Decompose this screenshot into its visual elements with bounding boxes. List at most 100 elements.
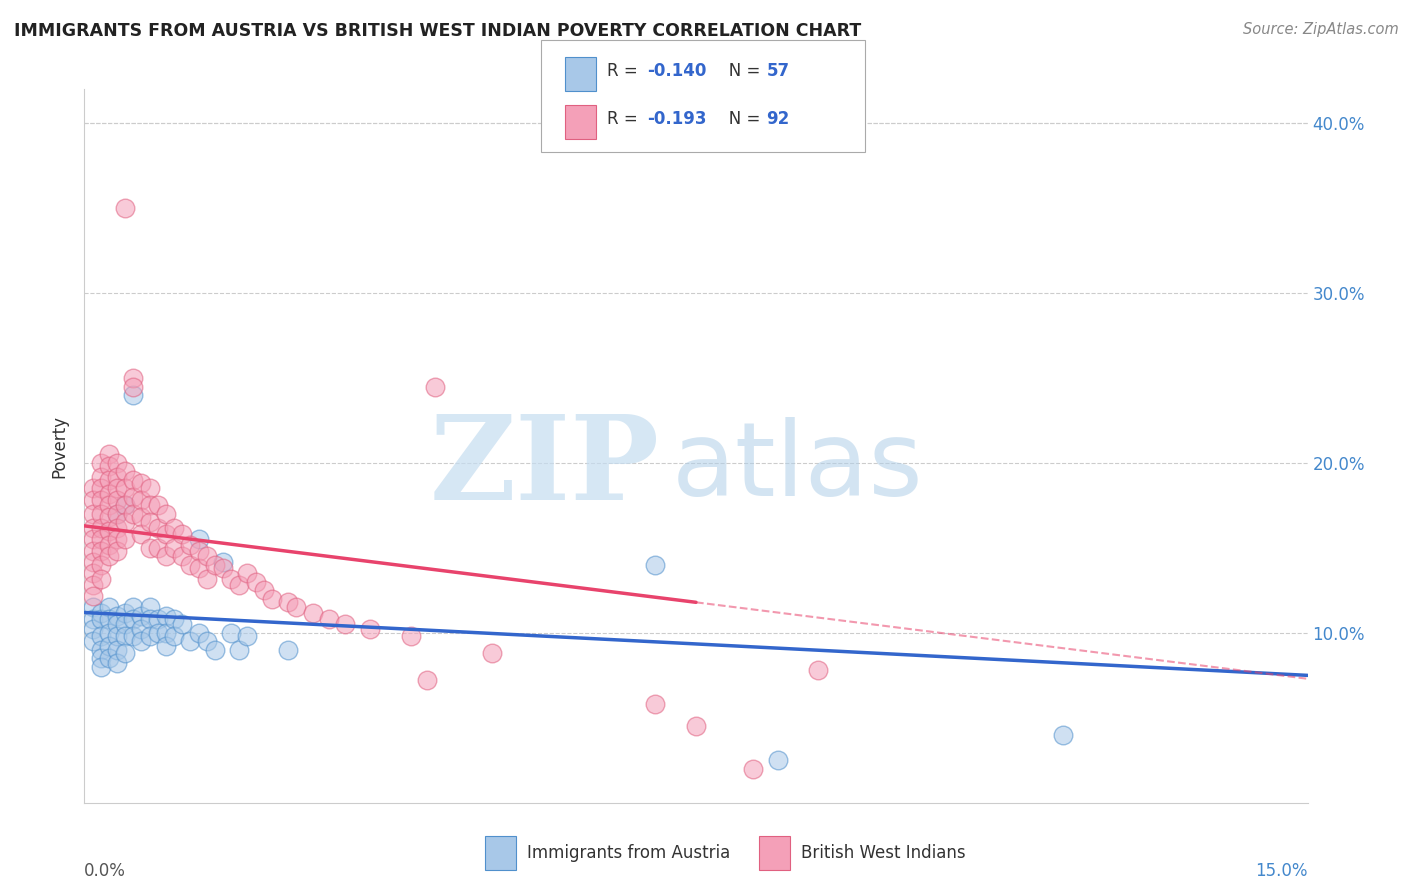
Point <box>236 629 259 643</box>
Point <box>97 486 120 500</box>
Point <box>82 623 104 637</box>
Point <box>179 558 201 572</box>
Text: N =: N = <box>713 111 765 128</box>
Point <box>146 541 169 555</box>
Text: British West Indians: British West Indians <box>801 844 966 862</box>
Point <box>90 507 112 521</box>
Point <box>138 482 160 496</box>
Point <box>131 510 153 524</box>
Point <box>685 719 707 733</box>
Point <box>105 456 128 470</box>
Point <box>90 651 112 665</box>
Point <box>766 753 789 767</box>
Point <box>82 600 104 615</box>
Point <box>285 600 308 615</box>
Point <box>105 469 128 483</box>
Point <box>228 643 250 657</box>
Point <box>105 544 128 558</box>
Point <box>481 646 503 660</box>
Point <box>416 673 439 688</box>
Point <box>122 371 145 385</box>
Point <box>105 507 128 521</box>
Point <box>219 572 242 586</box>
Point <box>97 612 120 626</box>
Point <box>105 520 128 534</box>
Point <box>260 591 283 606</box>
Point <box>122 629 145 643</box>
Point <box>212 555 235 569</box>
Point <box>163 541 186 555</box>
Point <box>114 482 136 496</box>
Point <box>187 626 209 640</box>
Point <box>82 566 104 581</box>
Point <box>131 608 153 623</box>
Point <box>155 507 177 521</box>
Point <box>97 510 120 524</box>
Point <box>131 634 153 648</box>
Point <box>105 507 128 521</box>
Point <box>179 634 201 648</box>
Point <box>301 606 323 620</box>
Point <box>155 608 177 623</box>
Point <box>277 595 299 609</box>
Text: 0.0%: 0.0% <box>84 863 127 880</box>
Text: -0.193: -0.193 <box>647 111 706 128</box>
Point <box>228 578 250 592</box>
Point <box>114 516 136 530</box>
Point <box>97 651 120 665</box>
Point <box>204 558 226 572</box>
Point <box>172 527 194 541</box>
Point <box>90 469 112 483</box>
Point <box>335 617 357 632</box>
Point <box>90 493 112 508</box>
Point <box>146 626 169 640</box>
Point <box>105 657 128 671</box>
Point <box>97 459 120 474</box>
Point <box>187 533 209 547</box>
Point <box>114 617 136 632</box>
Text: R =: R = <box>607 62 644 80</box>
Point <box>90 520 112 534</box>
Point <box>146 499 169 513</box>
Point <box>138 612 160 626</box>
Point <box>97 537 120 551</box>
Y-axis label: Poverty: Poverty <box>51 415 69 477</box>
Point <box>97 626 120 640</box>
Text: IMMIGRANTS FROM AUSTRIA VS BRITISH WEST INDIAN POVERTY CORRELATION CHART: IMMIGRANTS FROM AUSTRIA VS BRITISH WEST … <box>14 22 862 40</box>
Point <box>82 493 104 508</box>
Text: 57: 57 <box>766 62 789 80</box>
Point <box>131 476 153 491</box>
Point <box>122 490 145 504</box>
Point <box>172 549 194 564</box>
Point <box>82 544 104 558</box>
Point <box>82 589 104 603</box>
Point <box>105 493 128 508</box>
Point <box>155 527 177 541</box>
Point <box>97 524 120 538</box>
Point <box>90 572 112 586</box>
Point <box>131 623 153 637</box>
Point <box>105 533 128 547</box>
Point <box>138 600 160 615</box>
Point <box>90 643 112 657</box>
Point <box>82 634 104 648</box>
Point <box>97 473 120 487</box>
Point <box>90 456 112 470</box>
Point <box>114 499 136 513</box>
Point <box>138 541 160 555</box>
Text: ZIP: ZIP <box>429 410 659 524</box>
Point <box>644 558 666 572</box>
Point <box>187 544 209 558</box>
Point <box>318 612 340 626</box>
Point <box>97 499 120 513</box>
Point <box>82 578 104 592</box>
Point <box>114 201 136 215</box>
Text: 15.0%: 15.0% <box>1256 863 1308 880</box>
Text: R =: R = <box>607 111 644 128</box>
Point <box>90 533 112 547</box>
Point <box>90 612 112 626</box>
Point <box>245 574 267 589</box>
Point <box>122 600 145 615</box>
Point <box>114 499 136 513</box>
Point <box>114 533 136 547</box>
